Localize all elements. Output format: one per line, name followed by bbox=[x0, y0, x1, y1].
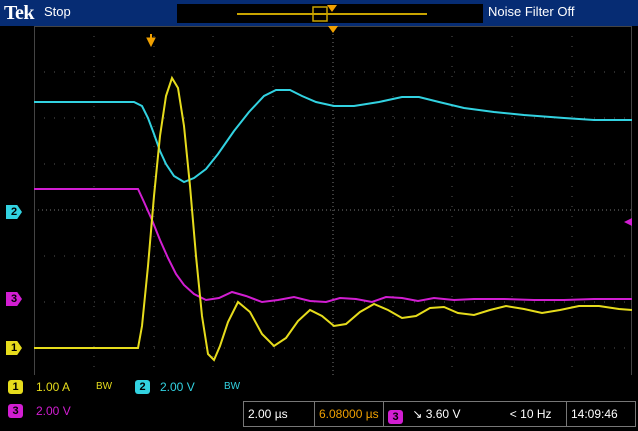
trigger-marker-icon bbox=[146, 37, 156, 48]
graticule-center bbox=[34, 26, 632, 394]
ch3-ground-marker[interactable]: 3 bbox=[6, 292, 22, 306]
record-view bbox=[177, 4, 483, 23]
record-view-graphic bbox=[237, 5, 427, 22]
position-value: 6.08000 µs bbox=[319, 407, 379, 421]
clock-readout: 14:09:46 bbox=[566, 401, 636, 427]
ch1-badge[interactable]: 1 bbox=[8, 380, 23, 394]
trigger-frequency: < 10 Hz bbox=[509, 407, 552, 421]
ch3-badge[interactable]: 3 bbox=[8, 404, 23, 418]
horizontal-position-icon bbox=[328, 26, 338, 33]
timebase-value: 2.00 µs bbox=[248, 407, 288, 421]
noise-filter-label: Noise Filter Off bbox=[488, 4, 575, 19]
trigger-level-icon bbox=[624, 218, 632, 226]
trigger-level-value: 3.60 V bbox=[425, 407, 461, 421]
status-bar: Tek Stop Noise Filter Off bbox=[0, 0, 638, 26]
ch1-bw-limit: BW bbox=[96, 381, 113, 392]
ch1-scale: 1.00 A bbox=[36, 380, 71, 394]
ch1-waveform bbox=[34, 75, 632, 362]
ch2-scale: 2.00 V bbox=[160, 380, 195, 394]
ch3-scale: 2.00 V bbox=[36, 404, 71, 418]
trigger-source-badge: 3 bbox=[388, 410, 403, 424]
brand-logo: Tek bbox=[4, 2, 35, 24]
acquisition-state: Stop bbox=[44, 4, 71, 19]
falling-edge-icon: ↘ bbox=[412, 407, 423, 421]
ch2-badge[interactable]: 2 bbox=[135, 380, 150, 394]
clock-time: 14:09:46 bbox=[571, 407, 618, 421]
ch3-waveform bbox=[34, 188, 632, 304]
waveform-display bbox=[34, 26, 632, 394]
ch2-waveform bbox=[34, 89, 632, 184]
horizontal-position-readout[interactable]: 6.08000 µs bbox=[314, 401, 386, 427]
ch1-ground-marker[interactable]: 1 bbox=[6, 341, 22, 355]
trigger-position-icon bbox=[327, 5, 337, 12]
timebase-readout[interactable]: 2.00 µs bbox=[243, 401, 315, 427]
ch2-ground-marker[interactable]: 2 bbox=[6, 205, 22, 219]
ch2-bw-limit: BW bbox=[224, 381, 241, 392]
trigger-readout[interactable]: 3 ↘ 3.60 V < 10 Hz bbox=[383, 401, 569, 427]
